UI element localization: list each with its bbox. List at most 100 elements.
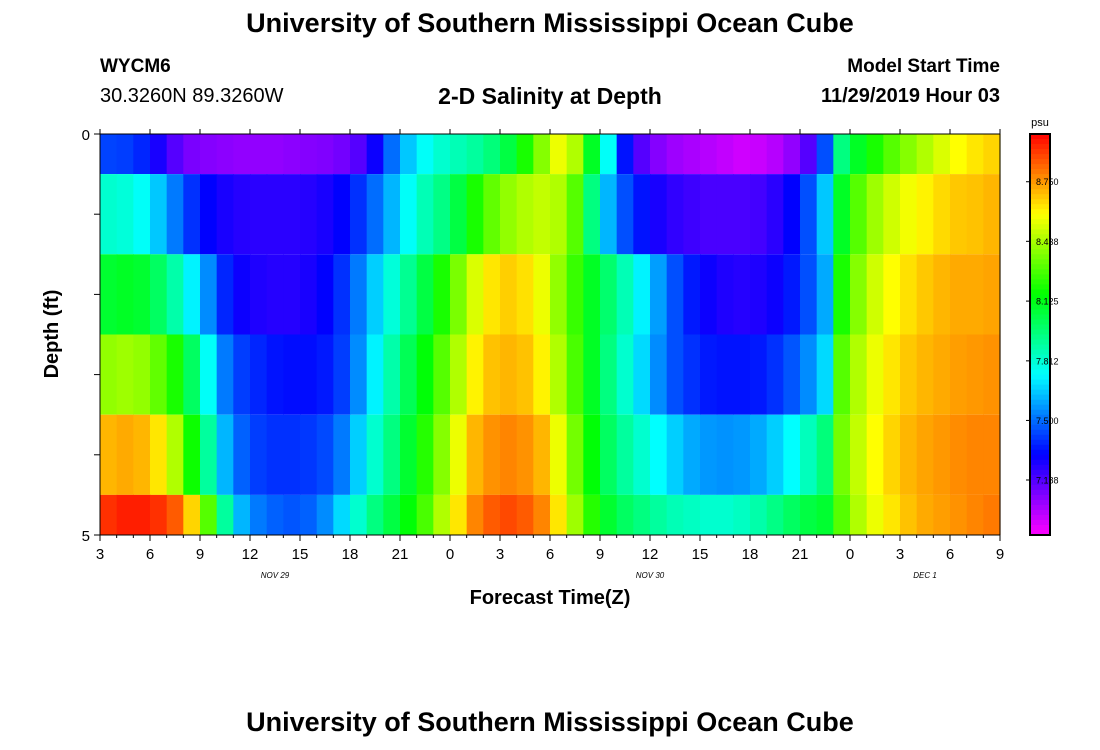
heatmap-cells: [100, 134, 1001, 535]
heatmap-cell: [933, 334, 951, 415]
heatmap-cell: [516, 254, 534, 335]
heatmap-cell: [383, 254, 401, 335]
heatmap-cell: [783, 494, 801, 535]
heatmap-cell: [750, 414, 768, 495]
heatmap-cell: [550, 414, 568, 495]
heatmap-cell: [600, 134, 618, 175]
heatmap-cell: [866, 494, 884, 535]
heatmap-cell: [350, 414, 368, 495]
colorbar-swatch: [1030, 354, 1050, 361]
heatmap-cell: [466, 134, 484, 175]
heatmap-cell: [183, 494, 201, 535]
heatmap-cell: [783, 174, 801, 255]
heatmap-cell: [566, 334, 584, 415]
heatmap-cell: [616, 334, 634, 415]
heatmap-cell: [733, 174, 751, 255]
heatmap-cell: [766, 494, 784, 535]
colorbar-swatch: [1030, 229, 1050, 235]
colorbar-swatch: [1030, 134, 1050, 140]
heatmap-cell: [916, 494, 934, 535]
heatmap-cell: [600, 334, 618, 415]
heatmap-cell: [733, 334, 751, 415]
heatmap-cell: [166, 414, 184, 495]
heatmap-cell: [500, 414, 518, 495]
x-tick-label: 3: [896, 546, 904, 563]
heatmap-cell: [866, 334, 884, 415]
heatmap-cell: [516, 414, 534, 495]
heatmap-cell: [733, 254, 751, 335]
x-tick-label: 9: [196, 546, 204, 563]
colorbar-swatch: [1030, 384, 1050, 391]
heatmap-cell: [283, 254, 301, 335]
colorbar-swatch: [1030, 334, 1050, 341]
heatmap-cell: [300, 254, 318, 335]
heatmap-cell: [383, 134, 401, 175]
colorbar-swatch: [1030, 499, 1050, 506]
heatmap-cell: [266, 254, 284, 335]
heatmap-cell: [683, 254, 701, 335]
heatmap-cell: [683, 414, 701, 495]
colorbar-swatch: [1030, 204, 1050, 210]
heatmap-cell: [850, 174, 868, 255]
heatmap-cell: [333, 414, 351, 495]
heatmap-cell: [400, 254, 418, 335]
colorbar-swatch: [1030, 379, 1050, 386]
station-coordinates: 30.3260N 89.3260W: [100, 85, 284, 107]
heatmap-cell: [100, 414, 118, 495]
heatmap-cell: [400, 494, 418, 535]
x-tick-label: 6: [546, 546, 554, 563]
heatmap-cell: [783, 414, 801, 495]
heatmap-cell: [100, 254, 118, 335]
heatmap-cell: [116, 254, 134, 335]
heatmap-cell: [483, 414, 501, 495]
heatmap-cell: [683, 134, 701, 175]
colorbar-tick-label: 7.812: [1036, 356, 1059, 366]
x-tick-label: 9: [596, 546, 604, 563]
heatmap-cell: [916, 334, 934, 415]
colorbar-swatch: [1030, 244, 1050, 250]
heatmap-cell: [750, 254, 768, 335]
heatmap-cell: [516, 174, 534, 255]
heatmap-cell: [700, 174, 718, 255]
heatmap-cell: [750, 494, 768, 535]
heatmap-cell: [966, 494, 984, 535]
heatmap-cell: [666, 254, 684, 335]
heatmap-cell: [533, 174, 551, 255]
colorbar-swatch: [1030, 329, 1050, 336]
heatmap-cell: [300, 414, 318, 495]
heatmap-cell: [816, 494, 834, 535]
heatmap-cell: [366, 254, 384, 335]
heatmap-cell: [866, 414, 884, 495]
heatmap-cell: [666, 334, 684, 415]
heatmap-cell: [233, 134, 251, 175]
heatmap-cell: [500, 254, 518, 335]
heatmap-cell: [700, 254, 718, 335]
heatmap-cell: [933, 134, 951, 175]
colorbar-swatch: [1030, 304, 1050, 311]
heatmap-cell: [433, 134, 451, 175]
heatmap-cell: [233, 174, 251, 255]
heatmap-cell: [400, 134, 418, 175]
x-tick-label: 15: [292, 546, 309, 563]
heatmap-cell: [383, 494, 401, 535]
heatmap-cell: [566, 174, 584, 255]
heatmap-cell: [416, 254, 434, 335]
x-date-label: NOV 29: [261, 571, 290, 580]
colorbar-swatch: [1030, 514, 1050, 521]
colorbar-swatch: [1030, 189, 1050, 195]
colorbar-swatch: [1030, 294, 1050, 301]
colorbar-swatch: [1030, 179, 1050, 185]
heatmap-cell: [300, 334, 318, 415]
colorbar-swatch: [1030, 454, 1050, 461]
heatmap-cell: [600, 254, 618, 335]
heatmap-cell: [183, 174, 201, 255]
heatmap-cell: [583, 494, 601, 535]
heatmap-cell: [433, 334, 451, 415]
heatmap-cell: [950, 334, 968, 415]
x-tick-label: 3: [496, 546, 504, 563]
colorbar-swatch: [1030, 144, 1050, 150]
colorbar-swatch: [1030, 259, 1050, 265]
heatmap-cell: [683, 174, 701, 255]
heatmap-cell: [500, 334, 518, 415]
